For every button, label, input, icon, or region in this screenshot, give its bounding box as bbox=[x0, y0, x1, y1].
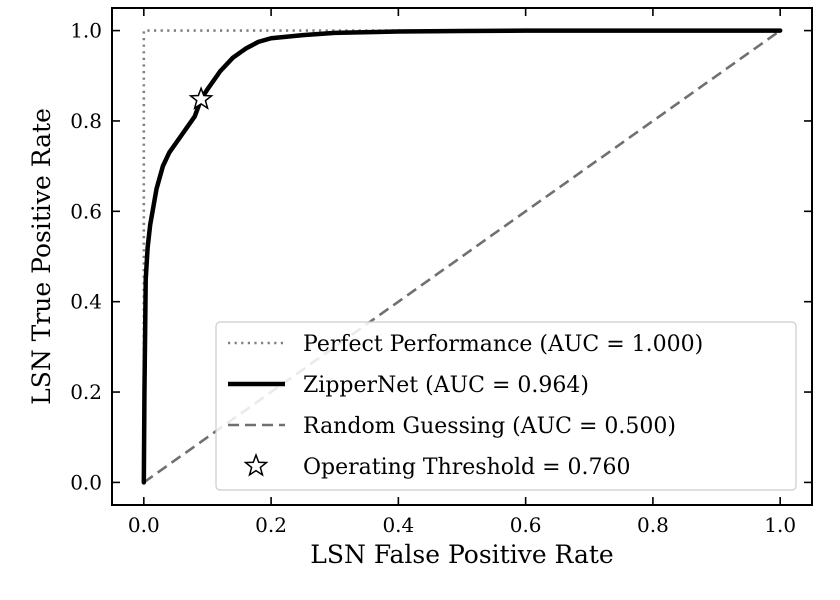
y-tick-label: 0.8 bbox=[70, 109, 102, 133]
x-tick-label: 1.0 bbox=[764, 513, 796, 537]
tick-group: 0.0 0.2 0.4 0.6 0.8 1.0 0.0 0.2 0.4 0.6 0.8 1.0 bbox=[70, 8, 812, 537]
marker-layer bbox=[188, 86, 214, 110]
legend-box bbox=[215, 321, 797, 491]
series-line-1 bbox=[141, 28, 783, 485]
y-tick-label: 0.6 bbox=[70, 199, 102, 223]
x-tick-label: 0.4 bbox=[382, 513, 414, 537]
x-tick-label: 0.8 bbox=[637, 513, 669, 537]
plot-frame bbox=[111, 7, 813, 506]
y-tick-label: 0.4 bbox=[70, 290, 102, 314]
legend-entry-3: Operating Threshold = 0.760 bbox=[303, 455, 631, 480]
legend-entry-0: Perfect Performance (AUC = 1.000) bbox=[303, 332, 703, 357]
series-layer bbox=[141, 28, 783, 485]
y-tick-label: 0.2 bbox=[70, 380, 102, 404]
x-tick-label: 0.2 bbox=[255, 513, 287, 537]
series-line-2 bbox=[143, 29, 781, 484]
y-axis-label: LSN True Positive Rate bbox=[27, 108, 56, 405]
operating-threshold-star bbox=[188, 86, 214, 110]
x-tick-label: 0.0 bbox=[128, 513, 160, 537]
y-tick-label: 0.0 bbox=[70, 470, 102, 494]
legend-star-icon bbox=[243, 452, 269, 477]
x-tick-label: 0.6 bbox=[510, 513, 542, 537]
y-tick-label: 1.0 bbox=[70, 19, 102, 43]
legend-entry-1: ZipperNet (AUC = 0.964) bbox=[303, 373, 589, 398]
legend-entry-2: Random Guessing (AUC = 0.500) bbox=[303, 414, 676, 439]
x-axis-label: LSN False Positive Rate bbox=[310, 540, 613, 569]
legend: Perfect Performance (AUC = 1.000) ZipperN… bbox=[215, 321, 797, 491]
